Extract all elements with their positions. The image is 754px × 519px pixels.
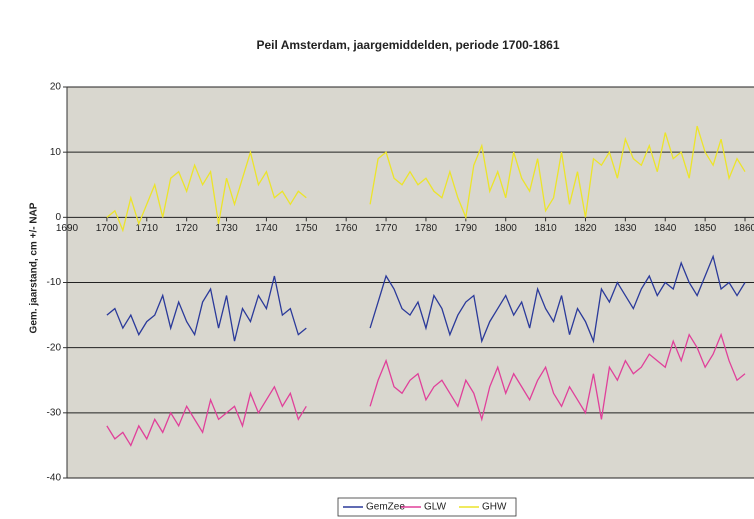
- x-tick-label: 1740: [255, 223, 278, 234]
- x-tick-label: 1710: [136, 223, 159, 234]
- legend-label: GemZee: [366, 502, 405, 513]
- legend-box: [337, 497, 517, 517]
- x-tick-label: 1850: [694, 223, 717, 234]
- y-tick-label: -10: [47, 277, 62, 288]
- x-tick-label: 1730: [215, 223, 238, 234]
- x-tick-label: 1780: [415, 223, 438, 234]
- x-tick-label: 1820: [574, 223, 597, 234]
- x-tick-label: 1840: [654, 223, 677, 234]
- x-tick-label: 1770: [375, 223, 398, 234]
- x-tick-label: 1720: [176, 223, 199, 234]
- series-line: [369, 125, 746, 220]
- y-tick-label: -30: [47, 407, 62, 418]
- legend-label: GLW: [424, 502, 447, 513]
- y-axis-label: Gem. jaarstand, cm +/- NAP: [29, 202, 40, 333]
- x-tick-label: 1760: [335, 223, 358, 234]
- x-tick-label: 1800: [495, 223, 518, 234]
- x-tick-label: 1810: [534, 223, 557, 234]
- x-tick-label: 1690: [56, 223, 79, 234]
- y-tick-label: 20: [50, 82, 62, 93]
- legend-label: GHW: [482, 502, 507, 513]
- x-tick-label: 1830: [614, 223, 637, 234]
- y-tick-label: -20: [47, 342, 62, 353]
- y-tick-label: 0: [55, 212, 61, 223]
- x-tick-label: 1790: [455, 223, 478, 234]
- series-line: [106, 385, 307, 447]
- y-tick-label: 10: [50, 147, 62, 158]
- chart-title: Peil Amsterdam, jaargemiddelden, periode…: [256, 38, 559, 52]
- series-line: [369, 332, 746, 422]
- x-tick-label: 1750: [295, 223, 318, 234]
- x-tick-label: 1860: [734, 223, 754, 234]
- series-line: [106, 275, 307, 342]
- x-tick-label: 1700: [96, 223, 119, 234]
- series-line: [106, 149, 307, 233]
- y-tick-label: -40: [47, 473, 62, 484]
- series-line: [369, 254, 746, 344]
